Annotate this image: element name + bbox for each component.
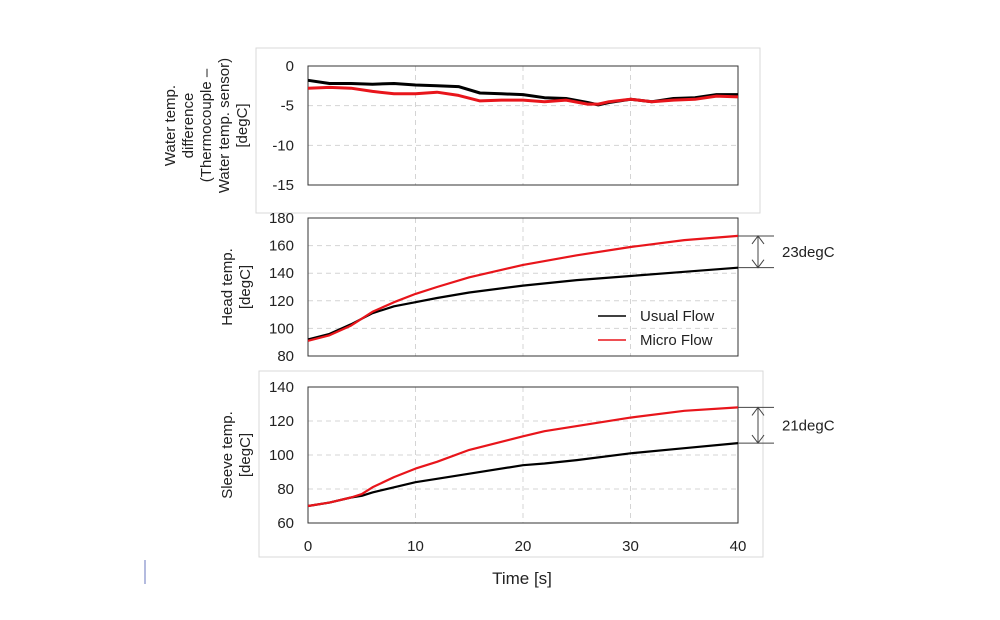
head-plot-frame	[307, 217, 739, 357]
head-y-tick-label: 100	[269, 320, 294, 337]
x-tick-label: 10	[407, 538, 424, 555]
head-annotation-arrowhead-down	[751, 259, 765, 269]
x-tick-label: 40	[730, 538, 747, 555]
head-y-axis-label: [degC]	[237, 265, 254, 309]
head-annotation-arrowhead-up	[751, 235, 765, 245]
sleeve-y-tick-label: 140	[269, 379, 294, 396]
water-y-tick-label: -5	[281, 98, 294, 115]
water-y-axis-label: (Thermocouple –	[198, 68, 215, 182]
water-series-micro-flow-line	[307, 85, 739, 106]
sleeve-y-tick-label: 60	[277, 515, 294, 532]
water-y-axis-label: difference	[180, 93, 197, 159]
sleeve-y-axis-label: Sleeve temp.	[219, 411, 236, 499]
chart-panels: 0 -5 -10 -15 Water temp. difference (Thermocou…	[162, 58, 835, 555]
water-y-tick-label: -15	[272, 177, 294, 194]
sleeve-series-micro-flow-line	[307, 406, 739, 508]
legend: Usual Flow Micro Flow	[598, 308, 714, 349]
panel-sleeve: 140 120 100 80 60 Sleeve temp. [degC] 21degC	[219, 379, 835, 532]
head-annotation-label: 23degC	[782, 244, 835, 261]
water-y-axis-label: Water temp.	[162, 85, 179, 166]
x-tick-label: 30	[622, 538, 639, 555]
water-y-tick-label: -10	[272, 137, 294, 154]
water-y-axis-label: Water temp. sensor)	[216, 58, 233, 193]
sleeve-y-axis-label: [degC]	[237, 433, 254, 477]
sleeve-y-tick-label: 100	[269, 447, 294, 464]
head-series-micro-flow-line	[307, 234, 739, 342]
x-axis-label: Time [s]	[492, 569, 552, 588]
figure-frame-bottom	[258, 370, 764, 558]
x-tick-label: 20	[515, 538, 532, 555]
legend-label-usual: Usual Flow	[640, 308, 714, 325]
head-y-tick-label: 180	[269, 210, 294, 227]
head-y-tick-label: 120	[269, 293, 294, 310]
head-y-tick-label: 160	[269, 238, 294, 255]
head-y-axis-label: Head temp.	[219, 248, 236, 326]
head-y-tick-label: 140	[269, 265, 294, 282]
sleeve-annotation-arrowhead-down	[751, 434, 765, 444]
panel-water: 0 -5 -10 -15 Water temp. difference (Thermocou…	[162, 58, 739, 194]
sleeve-annotation-arrowhead-up	[751, 406, 765, 416]
sleeve-annotation-label: 21degC	[782, 417, 835, 434]
sleeve-y-tick-label: 80	[277, 481, 294, 498]
legend-label-micro: Micro Flow	[640, 332, 713, 349]
figure-frame-top	[255, 47, 761, 214]
sleeve-y-tick-label: 120	[269, 413, 294, 430]
x-tick-label: 0	[304, 538, 312, 555]
water-y-tick-label: 0	[286, 58, 294, 75]
sleeve-plot-frame	[307, 386, 739, 524]
head-y-tick-label: 80	[277, 348, 294, 365]
water-y-axis-label: [degC]	[234, 103, 251, 147]
panel-head: 180 160 140 120 100 80 Head temp. [degC] 23degC	[219, 210, 835, 365]
water-plot-frame	[307, 65, 739, 186]
